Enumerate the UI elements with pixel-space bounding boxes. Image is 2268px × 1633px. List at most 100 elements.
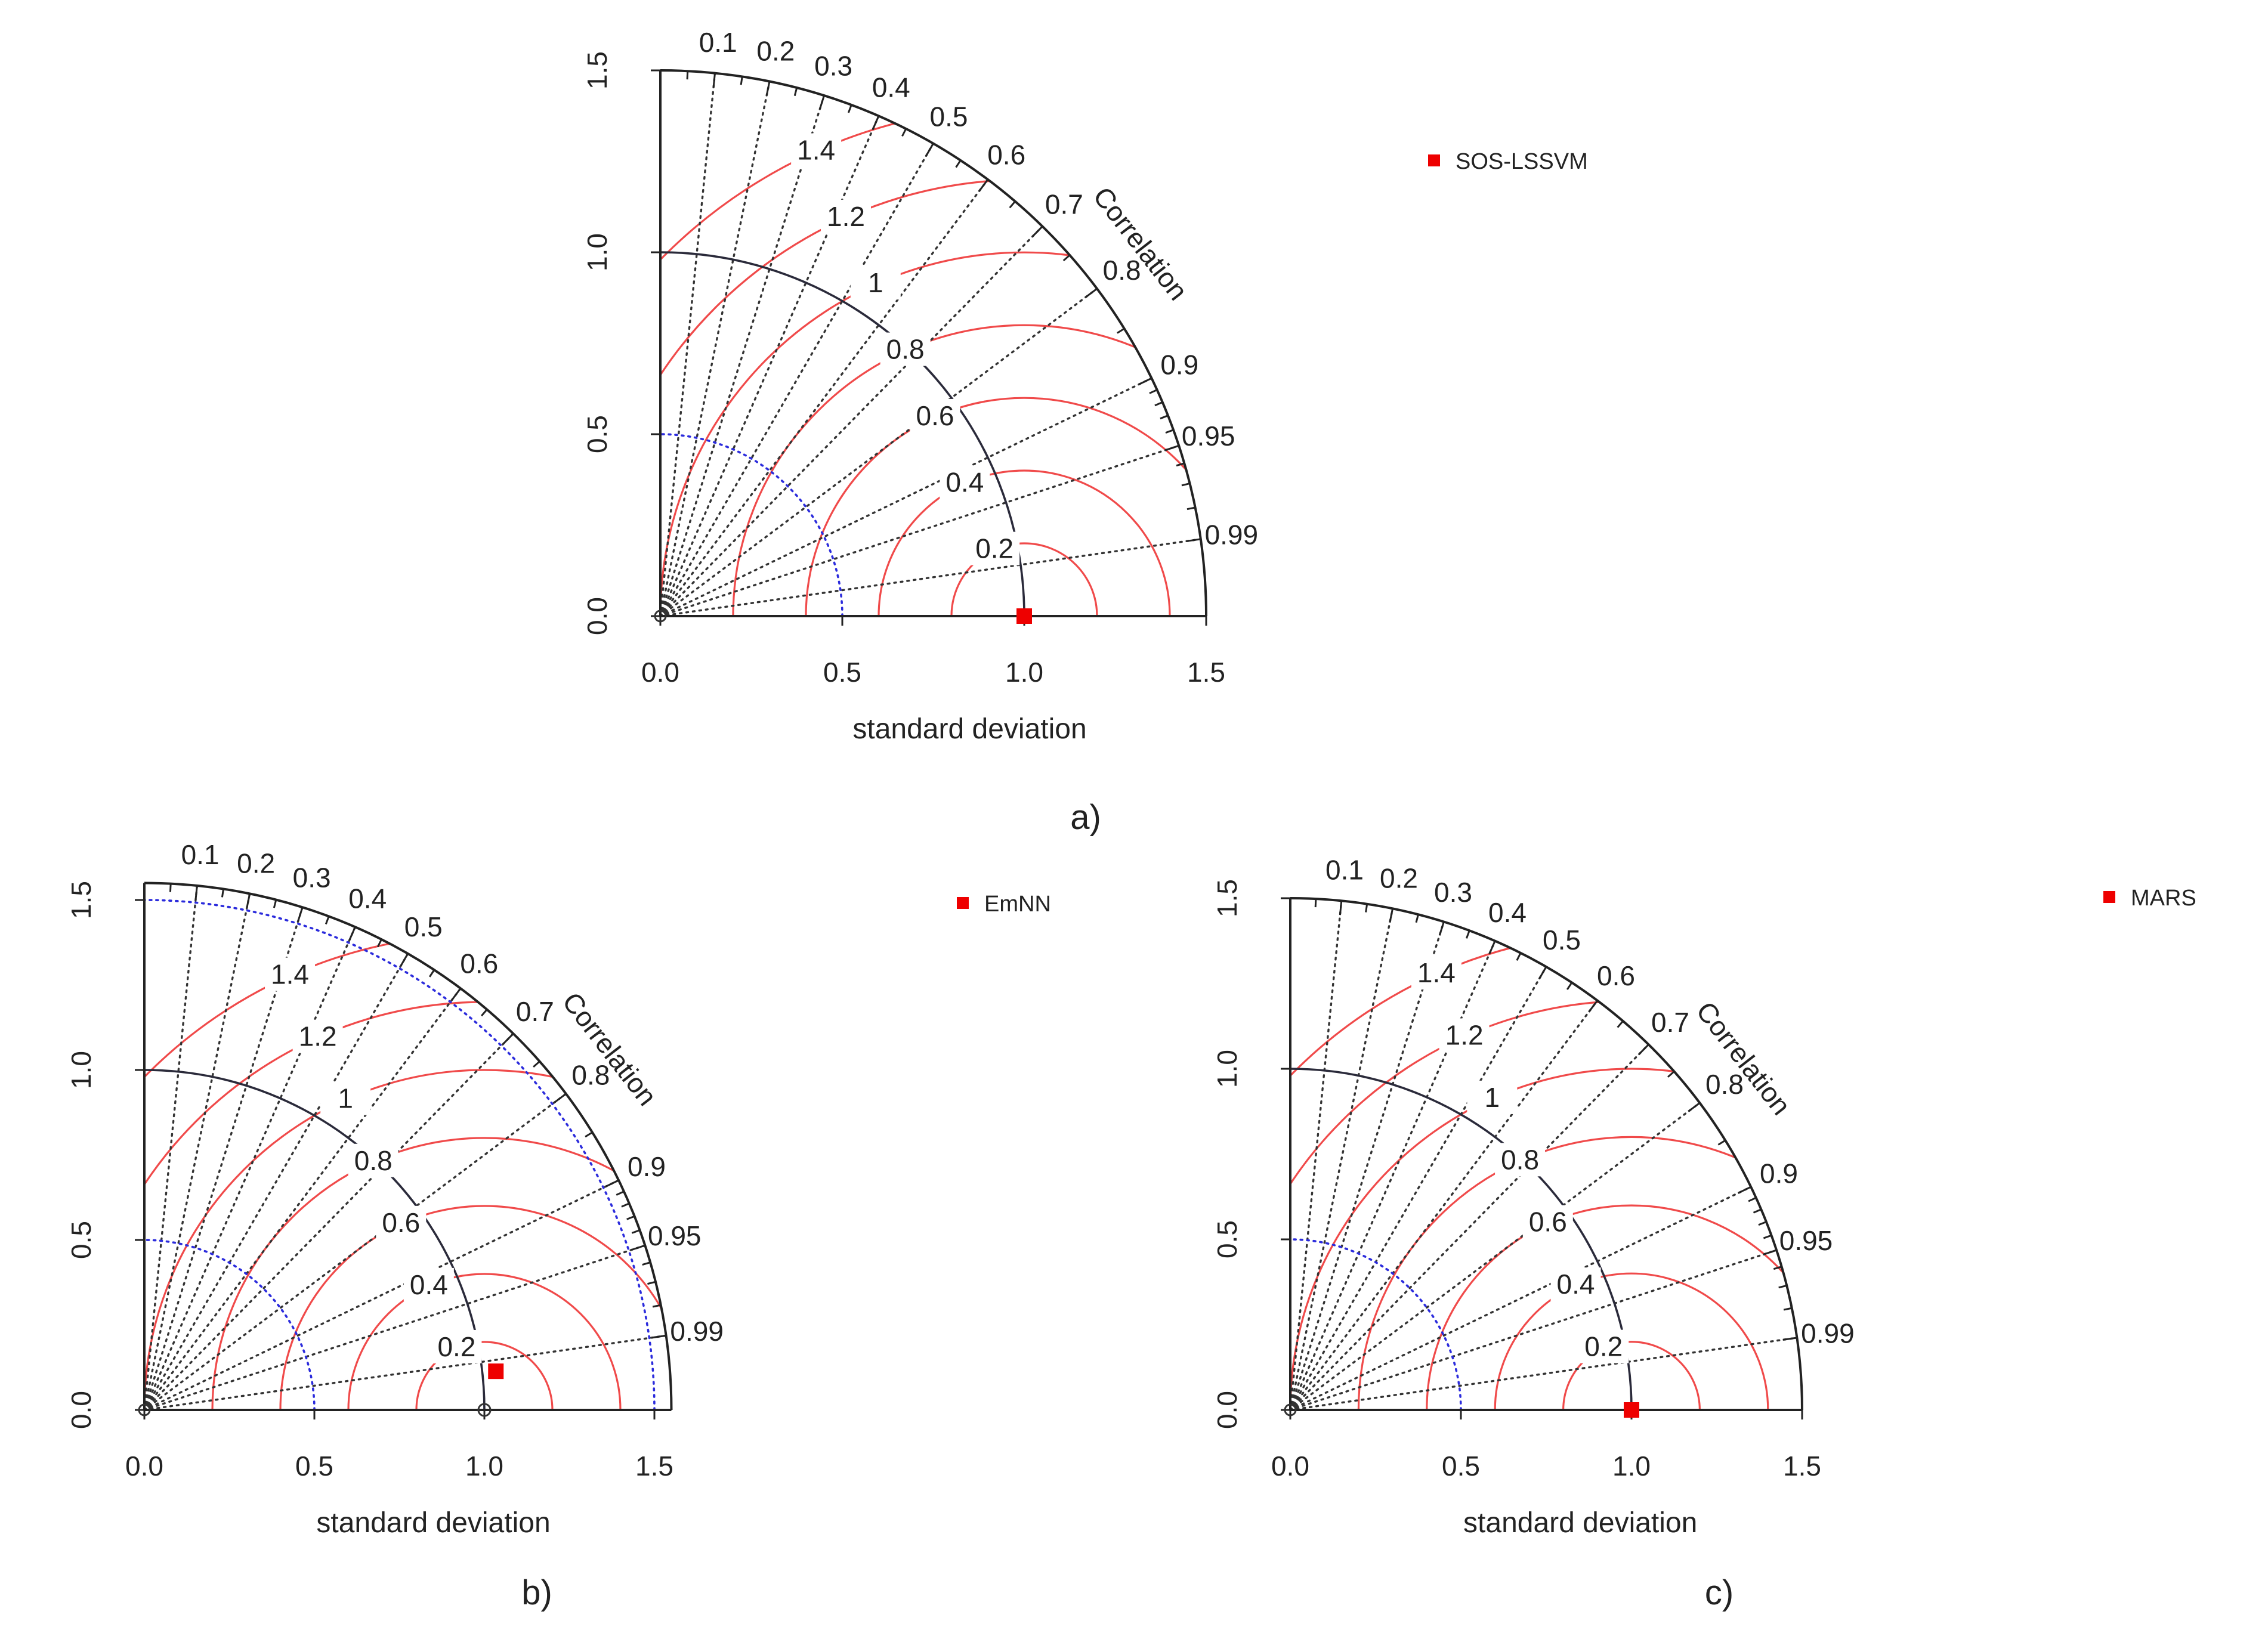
correlation-label-0.9: 0.9: [1760, 1158, 1798, 1189]
correlation-tick: [652, 1304, 662, 1308]
x-axis-title: standard deviation: [852, 713, 1086, 745]
x-tick-label-1.5: 1.5: [635, 1450, 673, 1482]
correlation-label-0.95: 0.95: [1779, 1225, 1833, 1256]
y-tick-label-1.0: 1.0: [1212, 1050, 1243, 1088]
correlation-tick: [502, 1033, 514, 1045]
correlation-tick: [1516, 952, 1522, 961]
rms-label-bg: [1522, 1205, 1573, 1239]
correlation-tick: [297, 907, 304, 921]
rms-label-0.2: 0.2: [1584, 1331, 1623, 1362]
correlation-tick: [1154, 401, 1163, 407]
correlation-tick: [451, 988, 462, 1001]
correlation-tick: [585, 1131, 593, 1138]
legend-label-EmNN: EmNN: [984, 892, 1051, 917]
rms-label-0.4: 0.4: [945, 466, 984, 497]
correlation-tick: [740, 76, 743, 85]
correlation-label-0.99: 0.99: [1205, 519, 1259, 550]
correlation-ticks: [1314, 898, 1797, 1341]
rms-contour-0.2: [415, 1341, 554, 1410]
rms-contour-0.8: [211, 1137, 672, 1410]
correlation-tick: [605, 1179, 619, 1187]
correlation-ray-0.6: [143, 987, 462, 1411]
correlation-tick: [1758, 1221, 1767, 1226]
correlation-tick: [616, 1190, 625, 1196]
correlation-tick: [1117, 327, 1125, 334]
correlation-tick: [1588, 1000, 1599, 1013]
correlation-ray-0.3: [143, 906, 304, 1411]
rms-contour-0.8: [1357, 1136, 1802, 1410]
correlation-label-0.7: 0.7: [516, 996, 554, 1027]
x-tick-label-1.0: 1.0: [1005, 657, 1043, 688]
correlation-tick: [872, 115, 880, 129]
x-tick-label-1.5: 1.5: [1187, 657, 1225, 688]
correlation-title: Correlation: [557, 986, 663, 1112]
correlation-ray-0.2: [659, 80, 771, 617]
correlation-label-0.5: 0.5: [930, 101, 968, 132]
x-tick-label-0.5: 0.5: [823, 657, 861, 688]
rms-label-1: 1: [1485, 1082, 1500, 1113]
rms-label-bg: [1578, 1329, 1629, 1363]
correlation-ray-0.6: [1289, 999, 1599, 1411]
rms-label-0.8: 0.8: [354, 1145, 393, 1176]
rms-label-1.4: 1.4: [271, 959, 309, 990]
correlation-tick: [1415, 914, 1419, 923]
rms-label-bg: [940, 465, 990, 499]
rms-label-bg: [850, 266, 901, 300]
correlation-tick: [1717, 1139, 1726, 1146]
taylor-panel-3: 0.1 0.2 0.3 0.4 0.5 0.6 0.7 0.8 0.9 0.95 0.99 Corre…: [1212, 855, 2196, 1612]
correlation-tick: [712, 73, 716, 88]
rms-label-bg: [403, 1267, 454, 1301]
y-tick-label-0.5: 0.5: [1212, 1220, 1243, 1258]
rms-label-bg: [820, 199, 871, 233]
correlation-tick: [1181, 483, 1190, 487]
correlation-label-0.6: 0.6: [987, 139, 1025, 170]
correlation-title: Correlation: [1087, 181, 1194, 306]
correlation-tick: [1782, 1337, 1797, 1341]
correlation-tick: [246, 893, 251, 908]
rms-contour-0.8: [732, 324, 1206, 616]
rms-label-0.8: 0.8: [1501, 1144, 1539, 1175]
rms-label-bg: [1439, 1018, 1490, 1052]
correlation-ray-0.2: [143, 892, 251, 1411]
correlation-ray-0.4: [1289, 939, 1496, 1411]
correlation-tick: [1164, 444, 1179, 451]
correlation-label-0.3: 0.3: [293, 862, 331, 893]
correlation-tick: [1438, 921, 1445, 936]
correlation-tick: [481, 1009, 488, 1017]
series-point-SOS-LSSVM: [1016, 608, 1032, 624]
correlation-tick: [793, 87, 798, 96]
correlation-label-0.9: 0.9: [628, 1151, 666, 1182]
y-tick-label-1.5: 1.5: [1212, 879, 1243, 917]
rms-label-0.2: 0.2: [437, 1331, 475, 1362]
rms-label-0.6: 0.6: [1529, 1207, 1567, 1238]
rms-contour-1: [660, 251, 1206, 616]
x-tick-label-0.5: 0.5: [1442, 1450, 1480, 1482]
x-tick-label-1.0: 1.0: [1612, 1450, 1651, 1482]
correlation-ray-0.2: [1289, 907, 1394, 1411]
correlation-tick: [642, 1261, 651, 1266]
y-tick-label-0.0: 0.0: [582, 597, 613, 635]
correlation-tick: [978, 179, 989, 192]
correlation-label-0.1: 0.1: [181, 839, 220, 870]
correlation-tick: [1688, 1102, 1701, 1112]
x-axis-title: standard deviation: [1463, 1507, 1697, 1539]
correlation-label-0.6: 0.6: [460, 948, 498, 979]
correlation-ray-0.7: [143, 1032, 515, 1411]
correlation-tick: [376, 939, 382, 948]
rms-contour-0.2: [1562, 1341, 1701, 1410]
x-tick-label-0.0: 0.0: [1271, 1450, 1309, 1482]
rms-label-bg: [1467, 1080, 1518, 1114]
correlation-label-0.4: 0.4: [1488, 897, 1527, 928]
rms-label-0.6: 0.6: [916, 400, 954, 431]
correlation-tick: [428, 969, 435, 978]
correlation-ray-0.7: [659, 225, 1044, 617]
rms-label-bg: [320, 1081, 371, 1115]
correlation-tick: [1138, 377, 1152, 385]
correlation-ray-0.8: [659, 287, 1098, 617]
rms-contour-0.6: [279, 1205, 672, 1410]
correlation-tick: [1186, 538, 1201, 542]
series-point-EmNN: [488, 1363, 504, 1380]
correlation-title: Correlation: [1690, 995, 1797, 1121]
correlation-tick: [1617, 1020, 1624, 1028]
